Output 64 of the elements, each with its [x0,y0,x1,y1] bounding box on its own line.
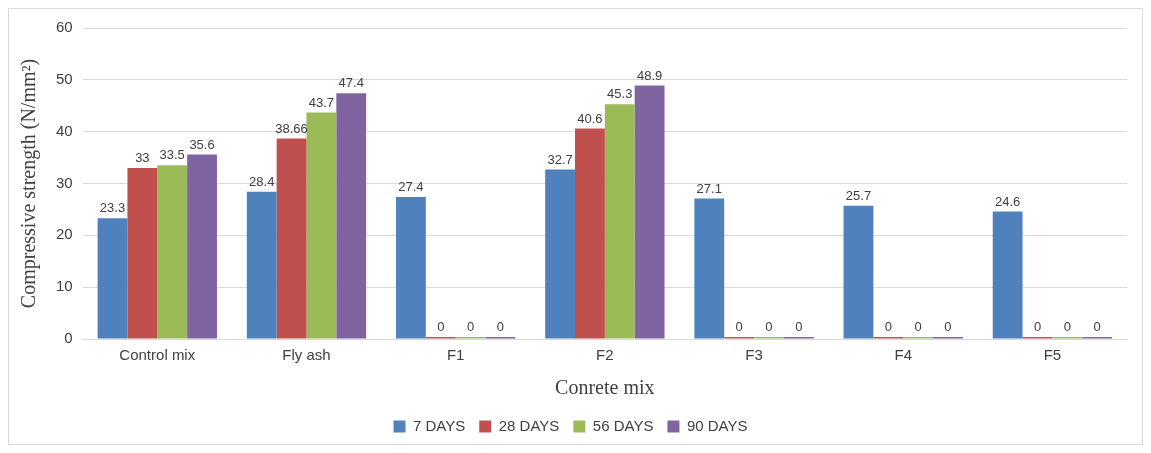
data-label: 0 [795,319,803,335]
bar [694,198,725,339]
x-tick-label: Fly ash [282,346,331,364]
legend-label: 90 DAYS [686,416,748,434]
x-axis-title: Conrete mix [555,376,655,399]
data-label: 0 [1033,319,1042,335]
data-label: 0 [1063,319,1071,335]
x-tick-label: F2 [596,346,614,364]
bar [634,85,665,339]
x-tick-label: F5 [1043,346,1062,364]
data-label: 0 [1093,319,1101,335]
data-label: 33 [135,150,150,166]
data-label: 0 [914,319,922,335]
data-label: 0 [496,319,505,335]
data-label: 0 [437,319,445,335]
data-label: 40.6 [577,110,603,126]
data-label: 23.3 [99,200,126,216]
x-tick-label: F4 [894,346,912,364]
legend-label: 56 DAYS [592,416,654,434]
y-tick-label: 40 [56,121,73,139]
y-tick-label: 10 [56,277,73,295]
data-label: 28.4 [249,173,275,189]
data-label: 48.9 [636,67,663,83]
data-label: 25.7 [845,187,872,203]
data-label: 27.1 [696,180,722,196]
y-axis-title: Compressive strength (N/mm²) [17,58,41,309]
bar [127,167,158,339]
data-label: 45.3 [607,86,633,102]
data-label: 38.66 [275,120,308,136]
data-label: 33.5 [159,147,185,163]
bar [992,211,1023,339]
data-label: 0 [466,319,475,335]
data-label: 43.7 [308,94,335,110]
data-label: 24.6 [994,193,1021,209]
bar [97,218,128,339]
bar [395,196,426,339]
x-tick-label: F3 [745,346,763,364]
bar [336,93,367,339]
x-tick-label: F1 [446,346,465,364]
data-label: 27.4 [398,179,424,195]
data-label: 0 [944,319,952,335]
bar [843,205,874,339]
bar [246,191,277,339]
y-tick-label: 50 [56,69,73,87]
bar [276,138,307,339]
x-tick-label: Control mix [119,346,196,364]
y-tick-label: 30 [56,173,73,191]
bar [604,104,635,339]
data-label: 0 [765,319,773,335]
data-label: 47.4 [338,75,364,91]
bar [187,154,217,339]
bar [575,128,605,339]
bar [306,112,337,339]
data-label: 0 [884,319,892,335]
y-tick-label: 20 [56,225,73,243]
data-label: 0 [735,319,743,335]
bar [157,165,188,339]
y-tick-label: 60 [56,18,73,36]
legend-label: 7 DAYS [413,416,466,434]
legend-label: 28 DAYS [498,416,560,434]
y-tick-label: 0 [64,329,73,347]
bar [545,169,576,339]
data-label: 32.7 [547,151,573,167]
data-label: 35.6 [189,136,215,152]
